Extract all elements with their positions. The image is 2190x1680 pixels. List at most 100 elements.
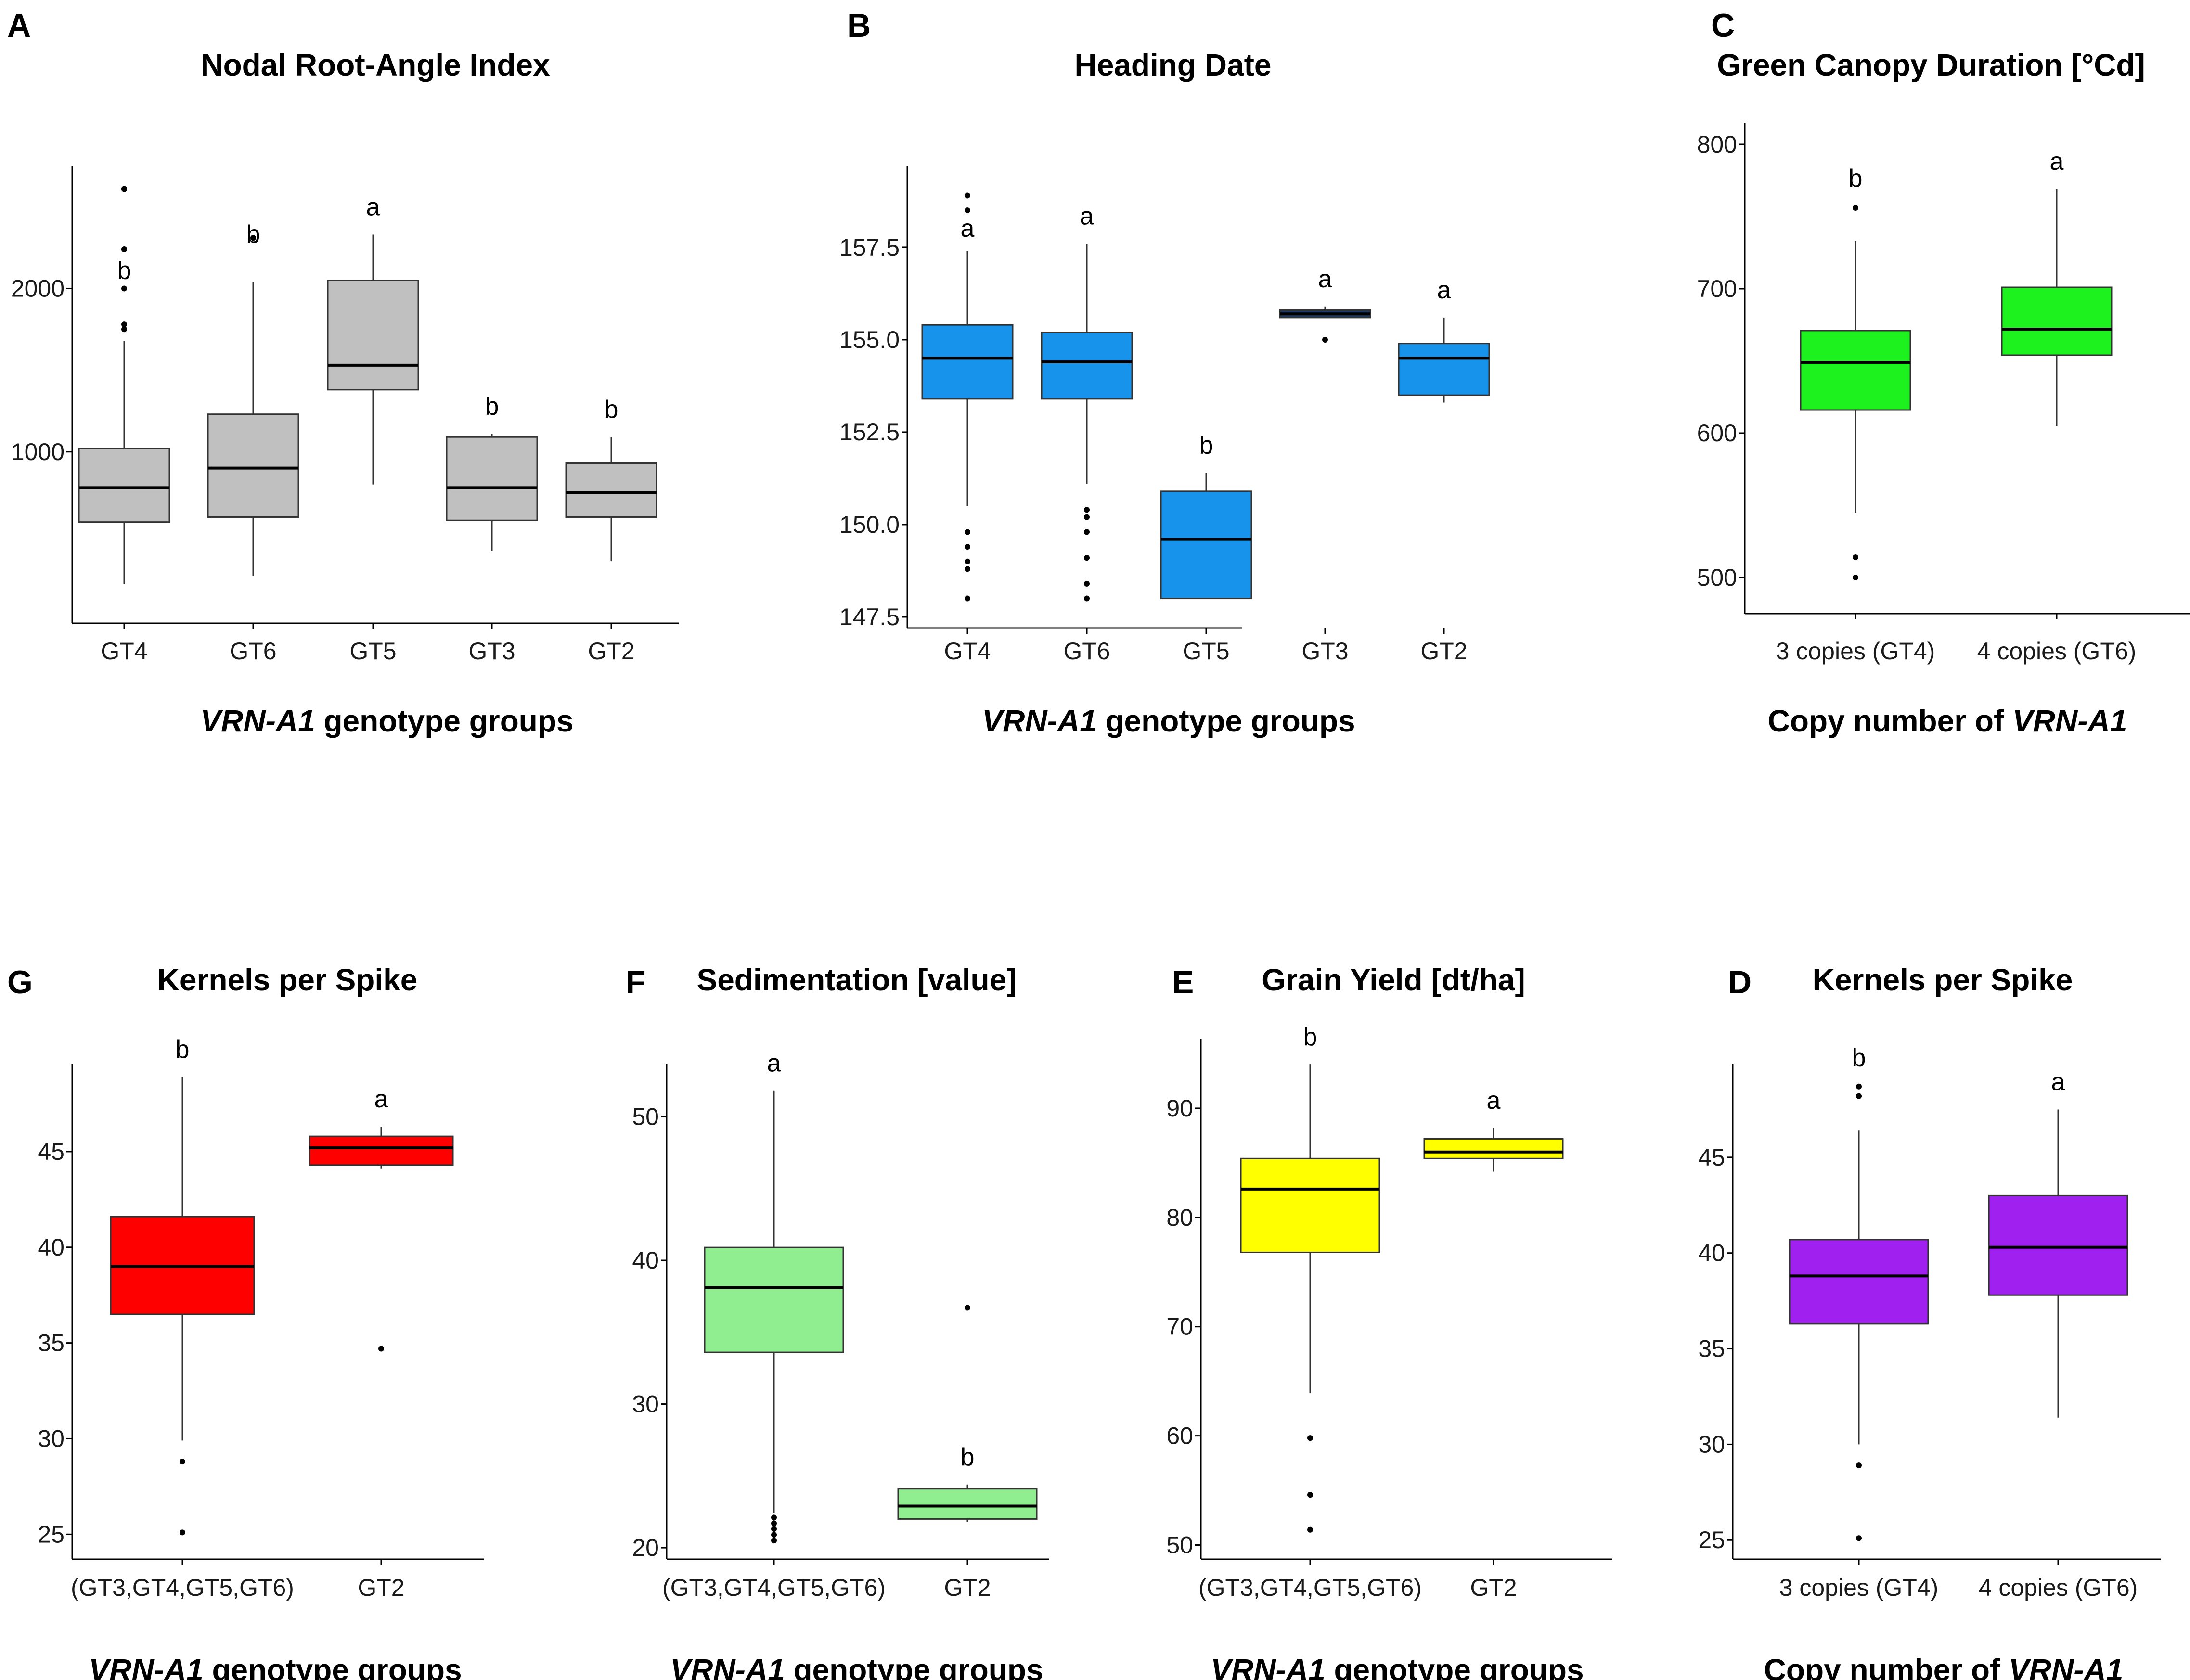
x-tick-label: GT6: [1063, 638, 1110, 665]
box-iqr: [897, 1488, 1038, 1520]
x-tick-label: GT3: [468, 638, 515, 665]
x-axis-label: VRN-A1 genotype groups: [1211, 1653, 1584, 1680]
y-tick-label: 40: [632, 1247, 659, 1274]
box-iqr: [1398, 343, 1490, 396]
outlier-point: [965, 558, 970, 564]
outlier-point: [1856, 1093, 1862, 1099]
box-iqr: [1988, 1194, 2128, 1296]
significance-letter: a: [1487, 1087, 1501, 1115]
box-iqr: [78, 448, 170, 523]
box-0: a: [704, 1050, 844, 1544]
significance-letter: b: [1199, 431, 1213, 459]
y-tick-label: 800: [1697, 131, 1737, 158]
y-tick-label: 150.0: [839, 511, 900, 538]
box-iqr: [1240, 1157, 1380, 1253]
x-tick-label: GT2: [588, 638, 634, 665]
y-tick-label: 30: [632, 1391, 659, 1418]
x-tick-label: GT2: [1420, 638, 1467, 665]
panel-label: A: [7, 7, 31, 44]
outlier-point: [378, 1346, 384, 1352]
y-tick-label: 40: [38, 1234, 64, 1261]
box-0: b: [110, 1036, 255, 1536]
chart-title: Grain Yield [dt/ha]: [1262, 962, 1525, 997]
outlier-point: [121, 326, 127, 333]
chart-title: Nodal Root-Angle Index: [201, 48, 550, 82]
y-tick-label: 35: [38, 1330, 64, 1357]
outlier-point: [1084, 507, 1090, 513]
significance-letter: a: [767, 1050, 781, 1077]
outlier-point: [771, 1526, 777, 1532]
box-iqr: [565, 462, 657, 518]
panel-E: E Grain Yield [dt/ha] 50 60 70 80 90 b (GT3,GT4,…: [1166, 962, 1612, 1680]
outlier-point: [1084, 514, 1090, 520]
outlier-point: [1853, 554, 1858, 560]
significance-letter: b: [246, 220, 260, 248]
box-iqr: [446, 436, 538, 521]
significance-letter: b: [117, 256, 131, 284]
panel-A: A Nodal Root-Angle Index 1000 2000 b GT4 b GT6 a…: [7, 7, 679, 738]
x-tick-label: (GT3,GT4,GT5,GT6): [71, 1574, 294, 1601]
y-tick-label: 25: [1698, 1526, 1725, 1553]
y-tick-label: 25: [38, 1521, 64, 1548]
box-0: b: [1240, 1023, 1380, 1533]
box-3: a: [1279, 265, 1371, 343]
x-axis-label-gene: VRN-A1: [670, 1653, 785, 1680]
outlier-point: [1856, 1535, 1862, 1541]
outlier-point: [771, 1520, 777, 1526]
box-iqr: [1041, 332, 1133, 400]
panel-label: E: [1172, 964, 1194, 1000]
panel-label: F: [626, 964, 646, 1000]
box-0: b: [1800, 165, 1911, 580]
outlier-point: [1084, 529, 1090, 535]
panel-label: G: [7, 964, 33, 1000]
x-axis-label-gene: VRN-A1: [200, 704, 315, 738]
box-2: a: [327, 193, 419, 485]
significance-letter: a: [1437, 276, 1451, 304]
y-tick-label: 50: [632, 1103, 659, 1130]
y-tick-label: 147.5: [839, 603, 900, 630]
box-iqr: [327, 280, 419, 391]
y-tick-label: 45: [1698, 1144, 1725, 1171]
panel-G: G Kernels per Spike 25 30 35 40 45 b (GT3,GT4,GT…: [7, 962, 484, 1680]
x-tick-label: GT3: [1301, 638, 1348, 665]
y-tick-label: 155.0: [839, 326, 900, 353]
outlier-point: [965, 207, 970, 214]
panel-label: C: [1711, 7, 1735, 44]
box-3: b: [446, 392, 538, 551]
significance-letter: b: [485, 392, 499, 420]
panel-C: C Green Canopy Duration [°Cd] 500 600 700 800…: [1697, 7, 2190, 738]
significance-letter: a: [961, 215, 975, 243]
box-iqr: [1789, 1239, 1929, 1325]
x-tick-label: GT5: [349, 638, 396, 665]
x-axis-label-gene: VRN-A1: [982, 704, 1096, 738]
box-1: b: [897, 1305, 1038, 1522]
box-0: a: [921, 192, 1014, 602]
box-iqr: [921, 324, 1014, 400]
y-tick-label: 20: [632, 1534, 659, 1561]
y-tick-label: 30: [1698, 1431, 1725, 1458]
significance-letter: a: [366, 193, 380, 221]
x-axis-label-gene: VRN-A1: [2009, 1653, 2123, 1680]
outlier-point: [180, 1459, 185, 1465]
chart-title: Kernels per Spike: [1813, 962, 2073, 997]
outlier-point: [121, 321, 127, 328]
box-1: b: [207, 220, 299, 576]
outlier-point: [1307, 1492, 1313, 1498]
x-axis-label-gene: VRN-A1: [1211, 1653, 1325, 1680]
x-axis-label-text: genotype groups: [1326, 1653, 1584, 1680]
significance-letter: a: [1318, 265, 1332, 293]
x-axis-label-gene: VRN-A1: [2012, 704, 2127, 738]
y-tick-label: 700: [1697, 275, 1737, 302]
outlier-point: [965, 566, 970, 572]
box-iqr: [2001, 286, 2113, 356]
outlier-point: [965, 1305, 970, 1311]
significance-letter: a: [2051, 1068, 2065, 1096]
outlier-point: [1084, 595, 1090, 602]
box-1: a: [309, 1085, 454, 1352]
y-tick-label: 2000: [11, 275, 64, 302]
x-axis-label: Copy number of VRN-A1: [1764, 1653, 2124, 1680]
box-1: a: [2001, 148, 2113, 426]
box-1: a: [1041, 202, 1133, 602]
box-iqr: [1423, 1138, 1564, 1159]
